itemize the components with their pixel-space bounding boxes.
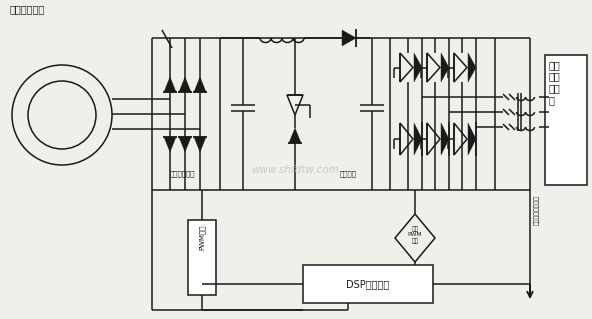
Polygon shape — [179, 77, 191, 92]
Polygon shape — [194, 77, 206, 92]
Bar — [545, 55, 587, 185]
Text: 电流电压采样: 电流电压采样 — [170, 170, 195, 177]
Polygon shape — [441, 53, 449, 82]
Text: PWM信号: PWM信号 — [199, 225, 205, 250]
Text: 并网电压电流采样: 并网电压电流采样 — [534, 195, 539, 225]
Polygon shape — [164, 137, 176, 152]
Bar — [188, 220, 216, 295]
Polygon shape — [164, 77, 176, 92]
Text: 电压采样: 电压采样 — [340, 170, 357, 177]
Polygon shape — [194, 137, 206, 152]
Polygon shape — [468, 53, 476, 82]
Bar — [303, 265, 433, 303]
Text: 实验
室电
力系
统: 实验 室电 力系 统 — [549, 60, 561, 105]
Text: 给定
PWM
信号: 给定 PWM 信号 — [408, 226, 422, 244]
Text: www.shfdtw.com: www.shfdtw.com — [251, 165, 339, 175]
Polygon shape — [468, 123, 476, 155]
Polygon shape — [441, 123, 449, 155]
Polygon shape — [179, 137, 191, 152]
Polygon shape — [342, 30, 356, 46]
Text: 永磁同步电机: 永磁同步电机 — [10, 4, 45, 14]
Polygon shape — [414, 123, 422, 155]
Polygon shape — [414, 53, 422, 82]
Text: DSP控制系统: DSP控制系统 — [346, 279, 390, 289]
Polygon shape — [289, 128, 301, 143]
